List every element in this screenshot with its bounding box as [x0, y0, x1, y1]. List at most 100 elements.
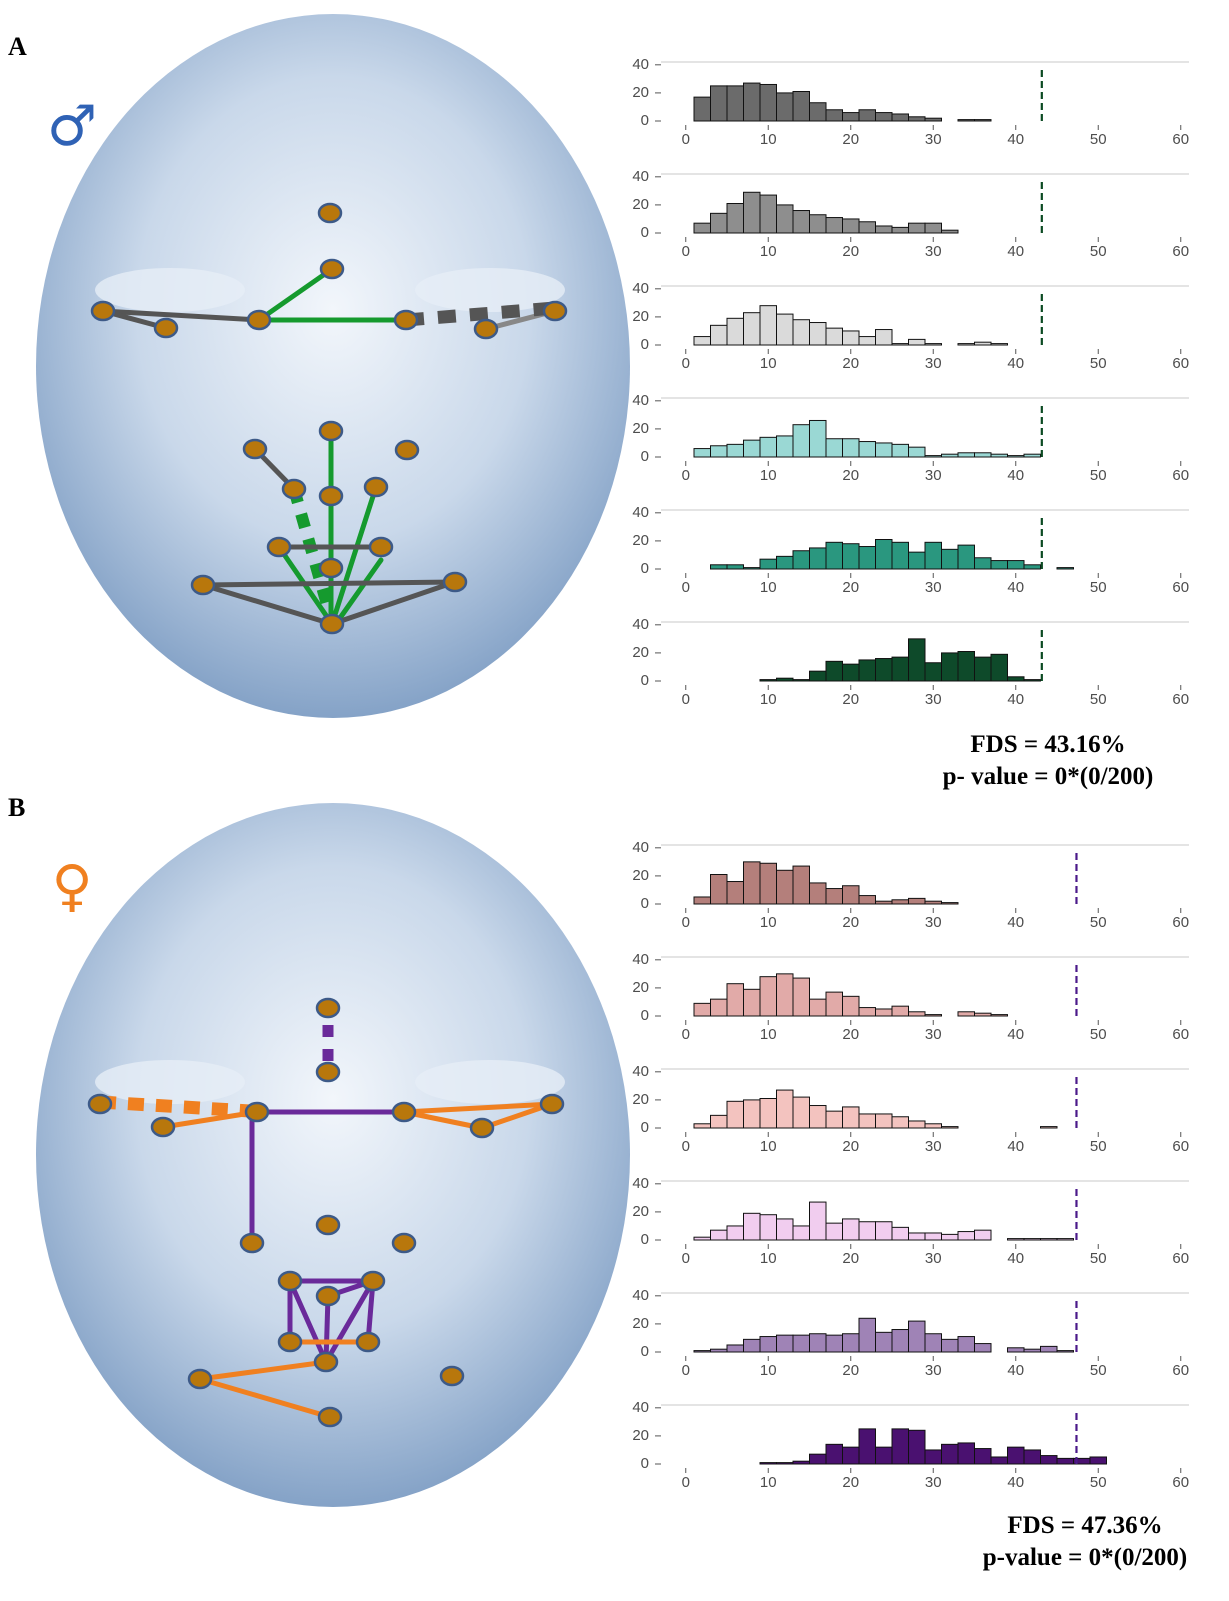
x-tick-label: 30 [925, 691, 942, 708]
histogram-bar [991, 1457, 1008, 1464]
y-tick-label: 20 [632, 1203, 649, 1220]
y-tick-label: 20 [632, 420, 649, 437]
x-tick-label: 20 [842, 243, 859, 260]
histogram-bar [859, 1318, 876, 1352]
histogram-bar [942, 653, 959, 681]
y-tick-label: 0 [641, 1343, 649, 1360]
histogram-bar [793, 1461, 810, 1464]
histogram-bar [744, 313, 761, 345]
histogram-bar [925, 1015, 942, 1016]
histogram-bar [777, 436, 794, 457]
histogram-bar [942, 549, 959, 569]
x-tick-label: 60 [1172, 691, 1189, 708]
histogram-bar [958, 1232, 975, 1240]
histogram-bar [760, 1215, 777, 1240]
histogram-bar [810, 1106, 827, 1128]
face-a [36, 14, 630, 718]
x-tick-label: 20 [842, 1250, 859, 1267]
histogram-bar [925, 1233, 942, 1240]
x-tick-label: 0 [682, 1026, 690, 1043]
x-tick-label: 60 [1172, 914, 1189, 931]
y-tick-label: 20 [632, 979, 649, 996]
histogram-bar [727, 565, 744, 569]
p-value-text: p- value = 0*(0/200) [943, 763, 1154, 790]
histogram-bar [793, 680, 810, 681]
histogram-bar [909, 1321, 926, 1352]
y-tick-label: 20 [632, 867, 649, 884]
y-tick-label: 0 [641, 560, 649, 577]
histogram-bar [760, 437, 777, 457]
histogram-bar [1024, 454, 1041, 457]
histogram-bar [958, 545, 975, 569]
histogram-bar [942, 1339, 959, 1352]
histogram-bar [892, 1429, 909, 1464]
histogram-bar [942, 230, 959, 233]
x-tick-label: 50 [1090, 355, 1107, 372]
y-tick-label: 20 [632, 532, 649, 549]
y-tick-label: 20 [632, 84, 649, 101]
histogram-bar [958, 344, 975, 345]
x-tick-label: 50 [1090, 914, 1107, 931]
histogram-bar [925, 901, 942, 904]
x-tick-label: 20 [842, 355, 859, 372]
x-tick-label: 40 [1007, 1026, 1024, 1043]
histogram-bar [859, 547, 876, 569]
histogram-bar [810, 1454, 827, 1464]
histogram-bar [711, 325, 728, 345]
histogram-bar [744, 1100, 761, 1128]
panel-label: A [8, 32, 27, 61]
histogram-bar [925, 344, 942, 345]
x-tick-label: 0 [682, 579, 690, 596]
histogram-bar [826, 889, 843, 904]
y-tick-label: 0 [641, 448, 649, 465]
histogram-bar [727, 1226, 744, 1240]
histogram-bar [876, 901, 893, 904]
histogram-bar [843, 1219, 860, 1240]
x-tick-label: 20 [842, 1474, 859, 1491]
x-tick-label: 10 [760, 1026, 777, 1043]
histogram-bar [694, 1124, 711, 1128]
histogram-bar [892, 657, 909, 681]
histogram-bar [892, 542, 909, 569]
histogram-bar [876, 113, 893, 121]
histogram-bar [843, 544, 860, 569]
x-tick-label: 30 [925, 1474, 942, 1491]
histogram-bar [975, 1230, 992, 1240]
histogram-bar [925, 542, 942, 569]
histogram-bar [909, 117, 926, 121]
histogram-bar [1041, 1456, 1058, 1464]
x-tick-label: 0 [682, 691, 690, 708]
histogram-bar [892, 1330, 909, 1352]
histogram-bar [958, 453, 975, 457]
histogram-bar [777, 974, 794, 1016]
x-tick-label: 20 [842, 1362, 859, 1379]
histogram-bar [859, 442, 876, 457]
histogram-bar [711, 565, 728, 569]
histogram-bar [876, 1332, 893, 1352]
histogram-bar [1057, 1351, 1074, 1352]
histogram-bar [1024, 680, 1041, 681]
histogram-bar [760, 1337, 777, 1352]
histogram-bar [777, 678, 794, 681]
histogram-bar [727, 444, 744, 457]
histogram-bar [760, 306, 777, 345]
histogram-bar [826, 542, 843, 569]
histogram-bar [859, 110, 876, 121]
fds-text: FDS = 43.16% [970, 731, 1125, 758]
histogram-bar [727, 882, 744, 904]
x-tick-label: 0 [682, 914, 690, 931]
x-tick-label: 40 [1007, 1362, 1024, 1379]
histogram-bar [760, 680, 777, 681]
histogram-bar [727, 204, 744, 234]
x-tick-label: 40 [1007, 131, 1024, 148]
x-tick-label: 20 [842, 691, 859, 708]
x-tick-label: 0 [682, 1250, 690, 1267]
histogram-bar [991, 454, 1008, 457]
histogram-bar [843, 664, 860, 681]
histogram-bar [909, 447, 926, 457]
histogram-bar [711, 86, 728, 121]
histogram-bar [1024, 1450, 1041, 1464]
x-tick-label: 0 [682, 355, 690, 372]
histogram-bar [925, 456, 942, 457]
histogram-bar [843, 1447, 860, 1464]
